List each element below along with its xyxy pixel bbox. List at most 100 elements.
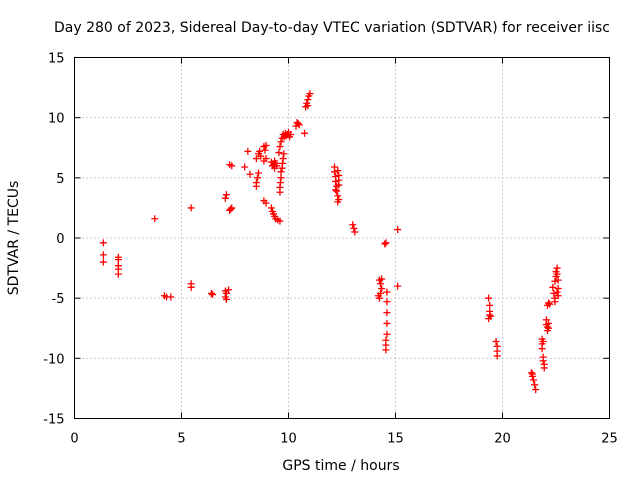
data-point xyxy=(228,162,236,170)
data-point xyxy=(382,239,390,247)
data-point xyxy=(294,120,302,128)
data-point xyxy=(383,319,391,327)
data-point xyxy=(492,337,500,345)
data-point xyxy=(253,174,261,182)
data-point xyxy=(332,186,340,194)
data-point xyxy=(262,155,270,163)
y-tick-label: -15 xyxy=(43,413,64,428)
data-point xyxy=(486,311,494,319)
data-point xyxy=(335,195,343,203)
data-point xyxy=(334,192,342,200)
data-point xyxy=(301,129,309,137)
data-point xyxy=(538,345,546,353)
x-tick-label: 25 xyxy=(601,432,618,447)
data-point xyxy=(378,275,386,283)
data-point xyxy=(554,292,562,300)
data-point xyxy=(545,324,553,332)
data-point xyxy=(527,369,535,377)
data-point xyxy=(277,138,285,146)
y-tick-label: 0 xyxy=(56,232,64,247)
data-point xyxy=(383,288,391,296)
data-point xyxy=(493,352,501,360)
data-point xyxy=(374,292,382,300)
data-point xyxy=(276,217,284,225)
data-point xyxy=(222,289,230,297)
data-point xyxy=(114,256,122,264)
data-point xyxy=(228,204,236,212)
data-point xyxy=(295,121,303,129)
data-point xyxy=(332,177,340,185)
data-point xyxy=(222,191,230,199)
data-point xyxy=(487,312,495,320)
y-tick-label: -10 xyxy=(43,352,64,367)
data-point xyxy=(282,132,290,140)
y-axis-label: SDTVAR / TECUs xyxy=(6,181,22,296)
data-point xyxy=(528,370,536,378)
data-point xyxy=(99,251,107,259)
data-point xyxy=(383,330,391,338)
grid xyxy=(74,57,610,419)
data-point xyxy=(187,204,195,212)
data-point xyxy=(207,289,215,297)
data-point xyxy=(546,300,554,308)
data-point xyxy=(382,346,390,354)
data-point xyxy=(241,163,249,171)
data-point xyxy=(227,205,235,213)
x-tick-label: 20 xyxy=(494,432,511,447)
data-point xyxy=(287,131,295,139)
data-point xyxy=(554,276,562,284)
data-point xyxy=(551,298,559,306)
data-point xyxy=(276,143,284,151)
y-tick-label: -5 xyxy=(52,292,65,307)
data-point xyxy=(277,168,285,176)
data-point xyxy=(377,280,385,288)
data-point xyxy=(550,289,558,297)
data-point xyxy=(114,270,122,278)
data-point xyxy=(262,199,270,207)
data-point xyxy=(539,357,547,365)
data-point xyxy=(554,285,562,293)
data-point xyxy=(306,90,314,98)
data-point xyxy=(209,291,217,299)
y-tick-label: 15 xyxy=(48,52,65,67)
data-point xyxy=(244,147,252,155)
data-point xyxy=(255,169,263,177)
data-point xyxy=(333,187,341,195)
data-point xyxy=(167,293,175,301)
x-tick-label: 10 xyxy=(280,432,297,447)
data-point xyxy=(553,270,561,278)
data-point xyxy=(99,239,107,247)
data-point xyxy=(551,277,559,285)
data-point xyxy=(267,204,275,212)
data-point xyxy=(532,386,540,394)
axis-ticks: 0 5 10 15 20 25 -15 -10 -5 0 5 10 15 xyxy=(43,52,618,447)
data-point xyxy=(394,282,402,290)
data-points xyxy=(99,90,562,394)
data-point xyxy=(383,298,391,306)
data-point xyxy=(221,194,229,202)
data-point xyxy=(539,337,547,345)
data-point xyxy=(331,168,339,176)
data-point xyxy=(394,226,402,234)
data-point xyxy=(485,294,493,302)
chart-title: Day 280 of 2023, Sidereal Day-to-day VTE… xyxy=(54,20,610,36)
x-tick-label: 0 xyxy=(70,432,78,447)
data-point xyxy=(304,102,312,110)
data-point xyxy=(549,283,557,291)
data-point xyxy=(553,264,561,272)
data-point xyxy=(486,301,494,309)
data-point xyxy=(277,174,285,182)
data-point xyxy=(530,376,538,384)
data-point xyxy=(256,147,264,155)
data-point xyxy=(531,381,539,389)
data-point xyxy=(151,215,159,223)
data-point xyxy=(381,240,389,248)
data-point xyxy=(378,285,386,293)
x-tick-label: 15 xyxy=(387,432,404,447)
data-point xyxy=(257,152,265,160)
x-tick-label: 5 xyxy=(177,432,185,447)
data-point xyxy=(334,167,342,175)
data-point xyxy=(99,258,107,266)
data-point xyxy=(262,141,270,149)
